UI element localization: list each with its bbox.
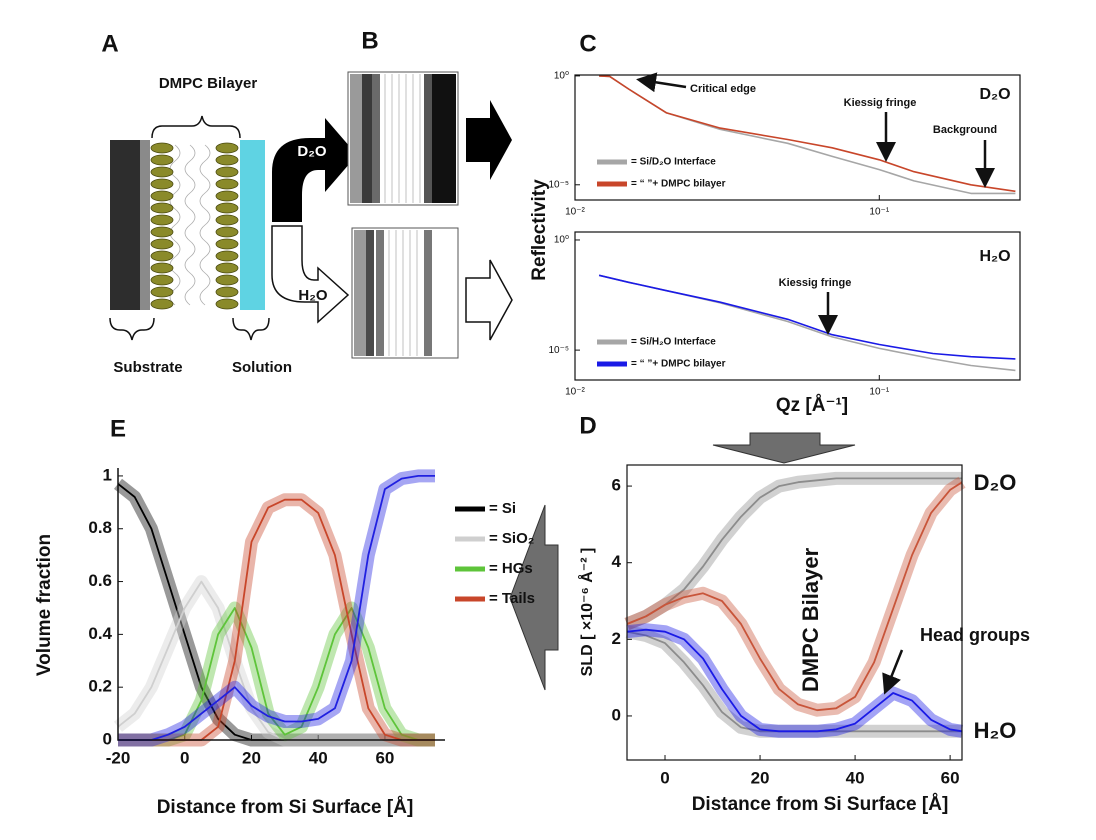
annotation: Kiessig fringe — [779, 277, 852, 289]
legend-label: = HGs — [489, 560, 533, 577]
annotation: Background — [933, 124, 997, 136]
flow-arrow — [509, 504, 559, 691]
flow-arrow — [712, 432, 856, 464]
plot-frame — [626, 464, 963, 761]
series-line — [626, 628, 963, 733]
annotation: Head groups — [920, 625, 1030, 645]
d2o-arrow — [272, 118, 357, 222]
substrate-label: Substrate — [113, 359, 182, 376]
annotation-arrow — [882, 649, 904, 695]
y-tick-label: 10⁻⁵ — [548, 179, 569, 190]
y-tick-label: 4 — [612, 552, 622, 571]
flow-arrow — [465, 259, 513, 341]
plot-frame — [574, 231, 1021, 381]
legend-label: = “ ”+ DMPC bilayer — [631, 179, 726, 190]
x-axis-label: Distance from Si Surface [Å] — [157, 797, 414, 818]
y-tick-label: 0.6 — [88, 571, 112, 590]
legend-label: = Si — [489, 500, 516, 517]
x-axis-label: Qz [Å⁻¹] — [776, 395, 848, 416]
x-tick-label: 40 — [309, 748, 328, 767]
x-tick-label: -20 — [106, 748, 131, 767]
y-axis-label: Reflectivity — [529, 179, 550, 281]
x-tick-label: 20 — [751, 768, 770, 787]
y-axis-label: Volume fraction — [34, 534, 55, 676]
flow-arrow — [466, 100, 512, 180]
x-tick-label: 60 — [941, 768, 960, 787]
panel-label: C — [579, 30, 596, 57]
x-tick-label: 40 — [846, 768, 865, 787]
y-tick-label: 1 — [103, 465, 112, 484]
d2o-arrow-label: D₂O — [297, 143, 326, 160]
x-tick-label: 0 — [660, 768, 669, 787]
annotation: D₂O — [974, 470, 1017, 495]
bilayer-diagram — [109, 115, 270, 341]
panel-label: D — [579, 412, 596, 439]
x-tick-label: 10⁻² — [565, 207, 585, 218]
solution-label: Solution — [232, 359, 292, 376]
legend-label: = “ ”+ DMPC bilayer — [631, 359, 726, 370]
bilayer-label: DMPC Bilayer — [159, 75, 258, 92]
x-tick-label: 0 — [180, 748, 189, 767]
y-tick-label: 0.4 — [88, 624, 112, 643]
h2o-arrow-label: H₂O — [298, 287, 327, 304]
series-line — [118, 475, 435, 741]
annotation-arrow — [636, 72, 687, 93]
plot-frame — [574, 74, 1021, 201]
series-line — [598, 274, 1016, 360]
legend-label: = Si/H₂O Interface — [631, 337, 716, 348]
y-tick-label: 10⁰ — [554, 71, 569, 82]
legend-label: = Si/D₂O Interface — [631, 157, 716, 168]
series-line — [626, 477, 962, 625]
panel-label: A — [101, 30, 118, 57]
y-axis-label: SLD [ ×10⁻⁶ Å⁻² ] — [577, 548, 596, 677]
annotation: Critical edge — [690, 83, 756, 95]
x-tick-label: 20 — [242, 748, 261, 767]
x-axis-label: Distance from Si Surface [Å] — [692, 794, 949, 815]
axes — [117, 468, 445, 741]
h2o-model — [351, 227, 459, 359]
x-tick-label: 60 — [375, 748, 394, 767]
y-tick-label: 0 — [103, 729, 112, 748]
panel-label: E — [110, 415, 126, 442]
series-line — [599, 75, 1016, 193]
annotation: DMPC Bilayer — [798, 547, 823, 692]
x-tick-label: 10⁻² — [565, 387, 585, 398]
legend-label: = SiO₂ — [489, 530, 534, 547]
x-tick-label: 10⁻¹ — [869, 387, 889, 398]
h2o-arrow — [271, 225, 350, 324]
y-tick-label: 0 — [612, 705, 621, 724]
legend-label: = Tails — [489, 590, 535, 607]
y-tick-label: 0.2 — [88, 677, 112, 696]
annotation: Kiessig fringe — [844, 97, 917, 109]
annotation: H₂O — [974, 718, 1017, 743]
y-tick-label: 2 — [612, 629, 621, 648]
panel-label: B — [361, 27, 378, 54]
d2o-model — [347, 71, 459, 206]
annotation: D₂O — [979, 86, 1010, 103]
annotation: H₂O — [979, 248, 1010, 265]
y-tick-label: 0.8 — [88, 518, 112, 537]
y-tick-label: 6 — [612, 476, 621, 495]
series-line — [626, 481, 963, 712]
x-tick-label: 10⁻¹ — [869, 207, 889, 218]
y-tick-label: 10⁰ — [554, 235, 569, 246]
y-tick-label: 10⁻⁵ — [548, 345, 569, 356]
